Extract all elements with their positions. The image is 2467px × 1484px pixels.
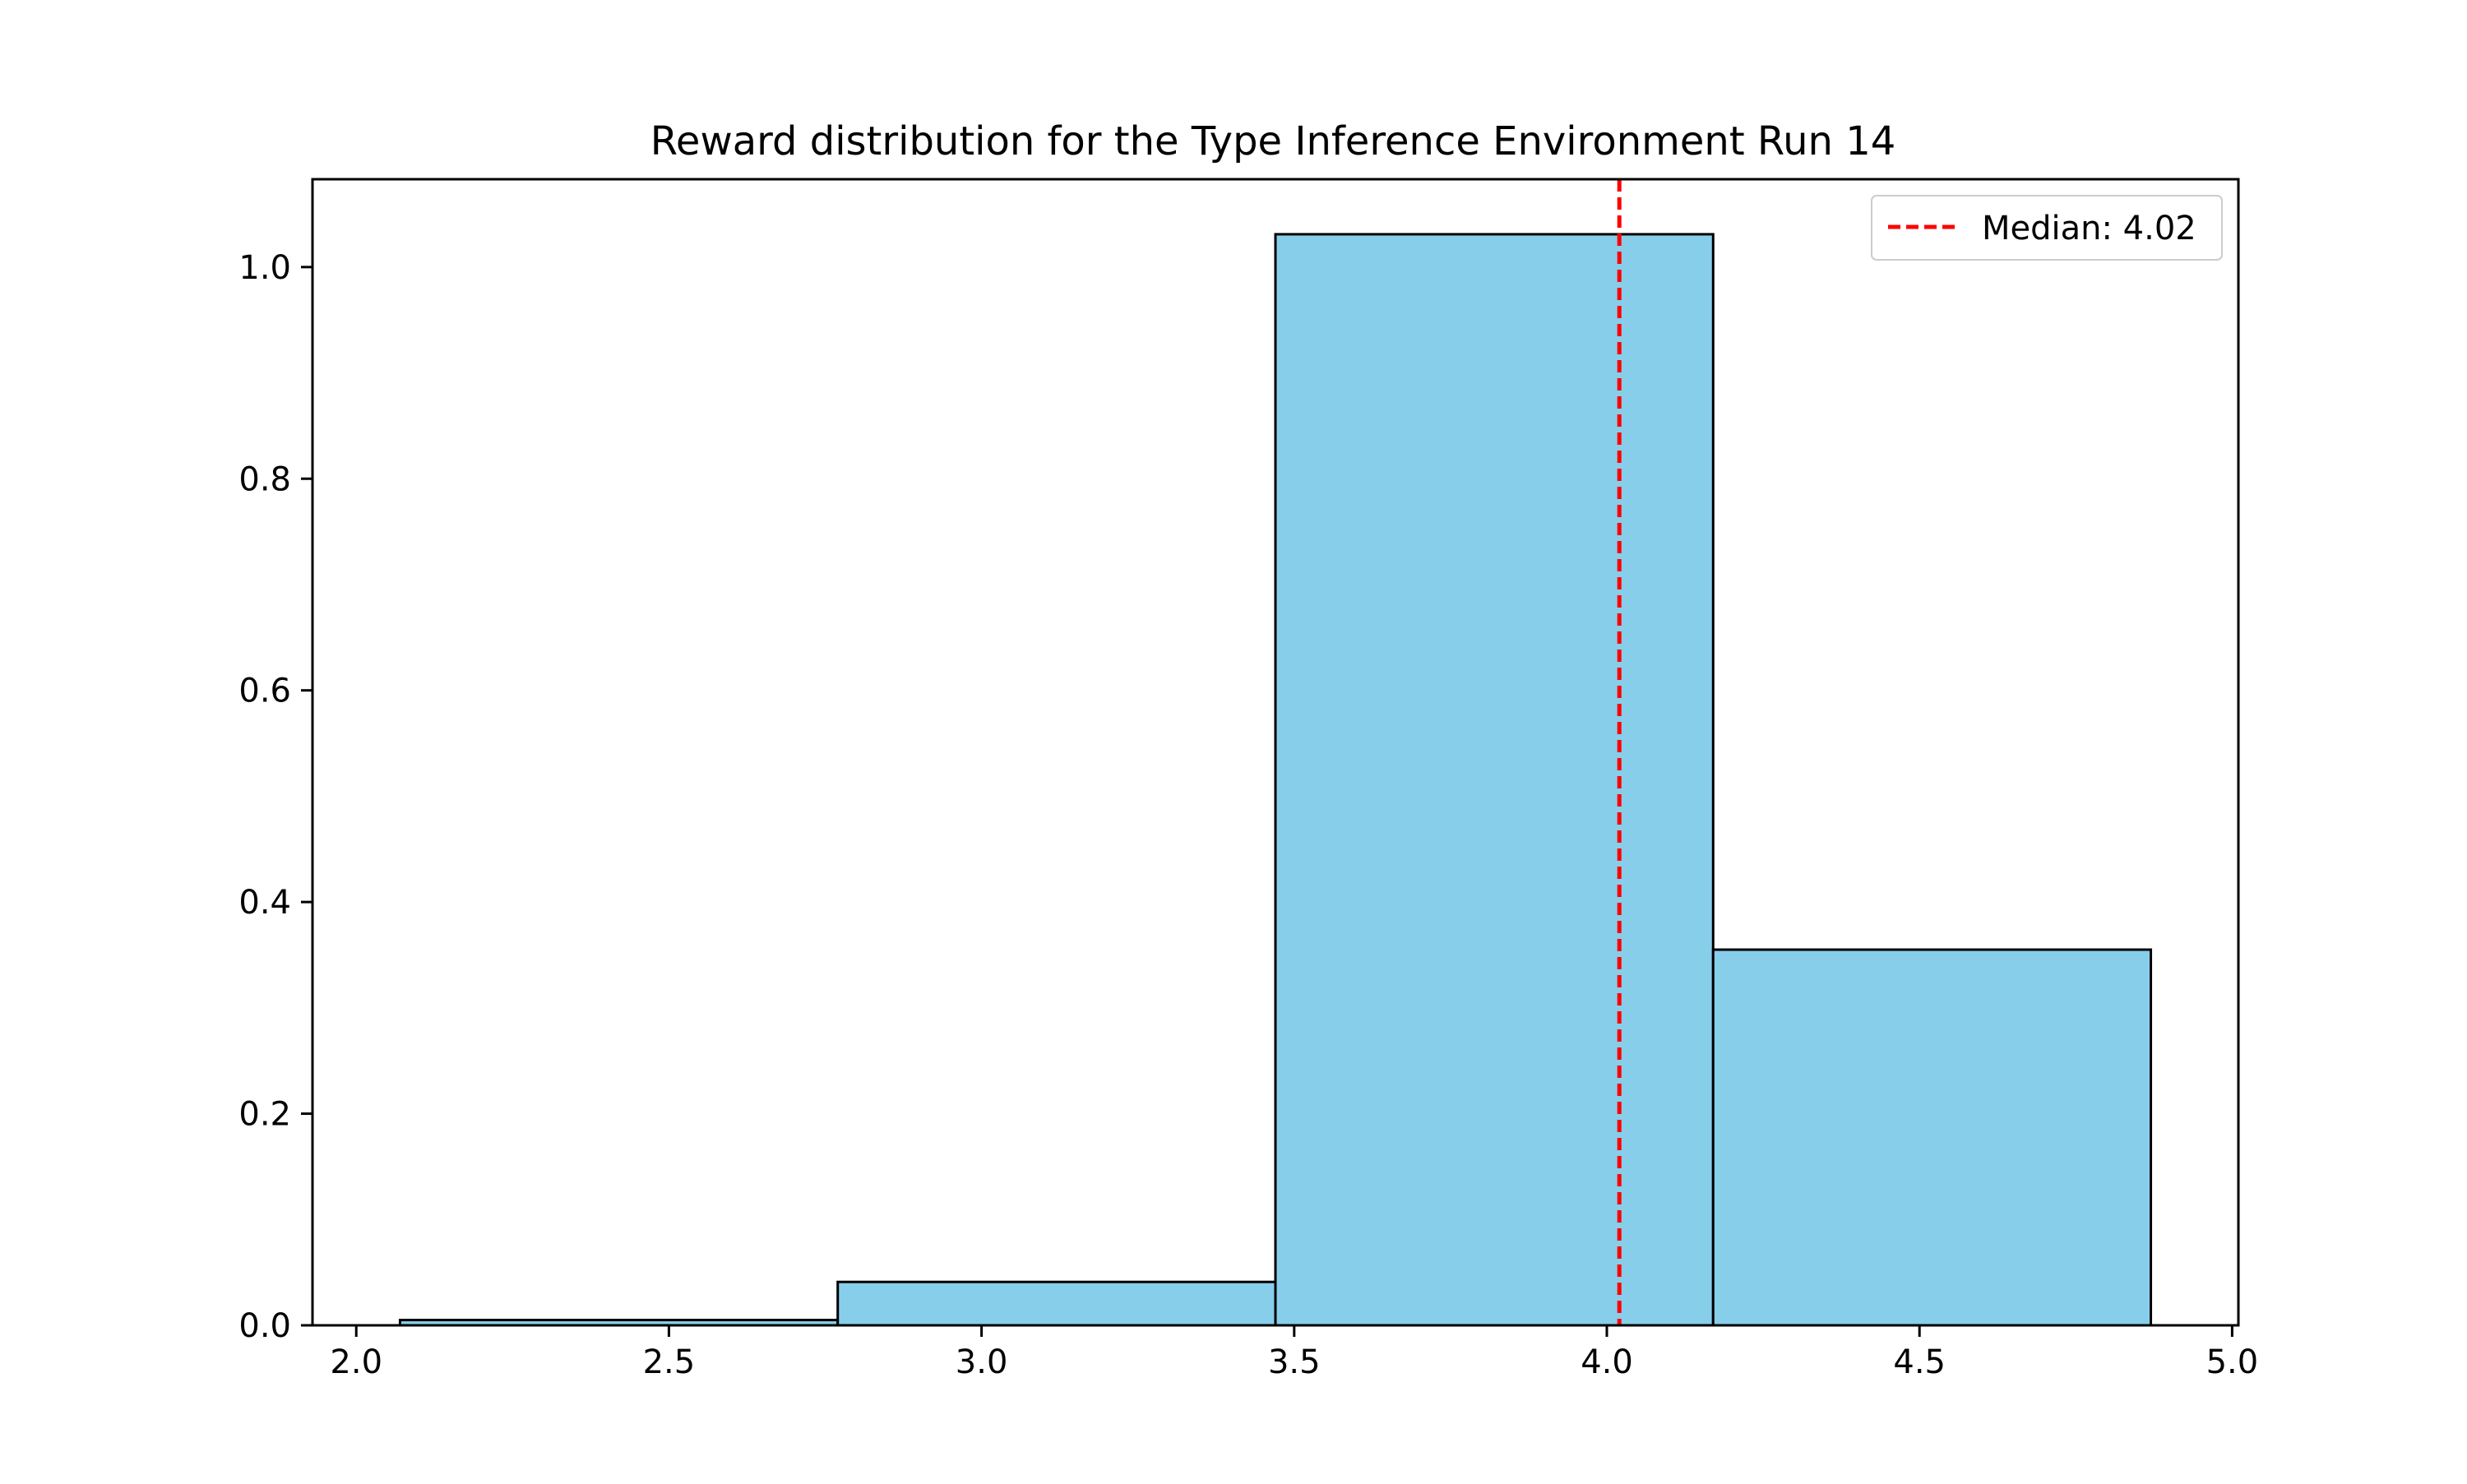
x-tick-label: 4.5 (1893, 1343, 1946, 1381)
y-tick-label: 0.6 (238, 673, 291, 710)
y-tick-label: 0.4 (238, 884, 291, 922)
x-tick-label: 4.0 (1581, 1343, 1633, 1381)
chart-title: Reward distribution for the Type Inferen… (650, 118, 1896, 164)
histogram-bar-3 (1274, 233, 1715, 1327)
x-tick-label: 3.0 (956, 1343, 1008, 1381)
y-tick-label: 0.2 (238, 1096, 291, 1134)
histogram-bar-4 (1711, 948, 2153, 1327)
y-tick-label: 0.8 (238, 460, 291, 498)
legend: Median: 4.02 (1871, 195, 2223, 261)
x-tick-label: 2.5 (643, 1343, 696, 1381)
bars-layer (398, 233, 2153, 1327)
y-tick-label: 1.0 (238, 249, 291, 287)
x-tick-label: 5.0 (2206, 1343, 2259, 1381)
x-axis: 2.0 2.5 3.0 3.5 4.0 4.5 5.0 (330, 1325, 2258, 1381)
y-tick-label: 0.0 (238, 1307, 291, 1345)
legend-median-label: Median: 4.02 (1982, 210, 2196, 247)
histogram-bar-2 (836, 1280, 1277, 1327)
y-axis: 0.0 0.2 0.4 0.6 0.8 1.0 (238, 249, 312, 1345)
legend-box (1871, 195, 2223, 261)
x-tick-label: 3.5 (1268, 1343, 1321, 1381)
plot-frame (311, 178, 2240, 1327)
x-tick-label: 2.0 (330, 1343, 382, 1381)
